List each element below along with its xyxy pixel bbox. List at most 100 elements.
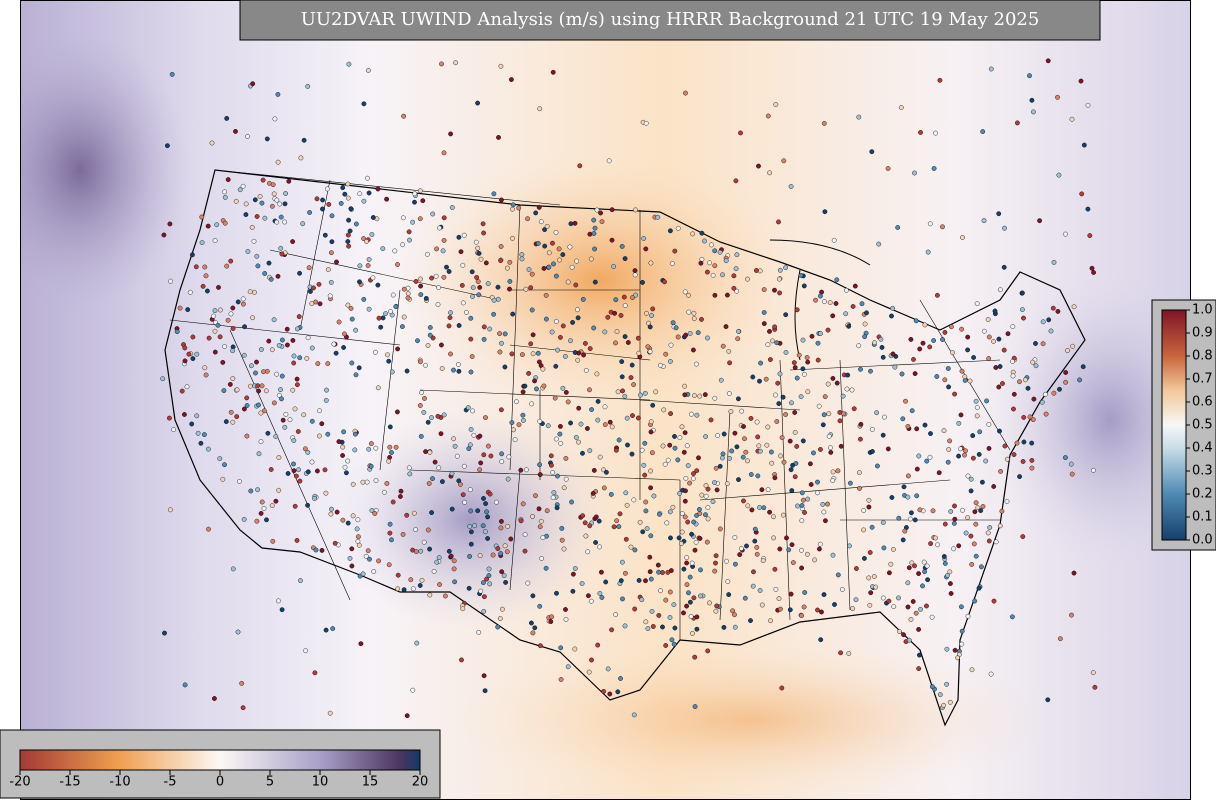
station [869, 524, 875, 530]
station [937, 77, 943, 83]
station [181, 412, 187, 417]
station [250, 315, 256, 321]
station [914, 466, 920, 472]
station [755, 473, 761, 479]
station [292, 503, 298, 509]
station [202, 264, 208, 270]
station [1011, 391, 1017, 397]
station [436, 285, 441, 290]
tick-label: -20 [9, 775, 30, 790]
station [535, 350, 541, 356]
station [605, 314, 611, 320]
station [427, 449, 433, 455]
station [468, 426, 474, 432]
station [660, 443, 666, 449]
station [243, 212, 249, 218]
station [622, 256, 628, 261]
station [220, 359, 226, 365]
station [763, 376, 769, 382]
station [631, 497, 637, 503]
station [776, 401, 782, 406]
station [791, 360, 797, 365]
station [622, 303, 628, 308]
station [703, 483, 709, 488]
station [205, 446, 211, 452]
station [240, 296, 246, 302]
station [560, 385, 566, 391]
station [679, 529, 685, 535]
station [557, 431, 563, 437]
station [309, 418, 315, 424]
station [366, 306, 372, 312]
station [384, 481, 390, 486]
station [336, 439, 342, 444]
station [761, 310, 767, 315]
station [274, 219, 280, 225]
station [683, 332, 689, 338]
station [419, 577, 425, 583]
station [665, 457, 671, 463]
station [861, 507, 866, 513]
station [977, 429, 983, 435]
station [958, 412, 964, 418]
tick-label: 1.0 [1192, 303, 1213, 318]
station [572, 646, 578, 652]
station [601, 689, 606, 694]
station [385, 352, 390, 358]
station [681, 566, 687, 572]
station [237, 187, 243, 193]
station [271, 400, 277, 406]
station [709, 242, 714, 248]
station [963, 530, 969, 536]
station [922, 422, 928, 428]
station [723, 258, 729, 264]
station [468, 369, 474, 375]
station [694, 614, 700, 620]
station [475, 100, 480, 106]
station [468, 541, 474, 547]
station [751, 569, 756, 575]
station [748, 618, 753, 623]
station [714, 603, 720, 609]
station [1040, 319, 1046, 325]
station [389, 369, 395, 375]
station [478, 256, 484, 262]
station [630, 413, 635, 418]
station [258, 511, 264, 516]
station [567, 244, 573, 250]
station [375, 282, 381, 288]
station [528, 341, 534, 347]
station [467, 554, 472, 559]
station [725, 579, 731, 584]
station [189, 252, 195, 258]
station [313, 547, 319, 553]
station [892, 364, 898, 370]
station [779, 435, 785, 440]
station [304, 355, 310, 361]
station [862, 321, 868, 327]
station [790, 462, 795, 468]
station [917, 652, 922, 658]
station [200, 283, 206, 289]
station [496, 134, 501, 140]
tick-label: -5 [164, 775, 177, 790]
station [417, 359, 423, 365]
station [599, 219, 605, 225]
station [302, 446, 308, 452]
station [259, 383, 265, 389]
station [554, 505, 560, 511]
station [595, 417, 601, 423]
station [615, 389, 621, 395]
station [465, 405, 471, 410]
station [320, 197, 325, 203]
station [986, 334, 992, 340]
station [775, 380, 781, 386]
station [965, 613, 971, 619]
station [880, 595, 886, 601]
station [591, 231, 597, 236]
station [460, 492, 466, 498]
station [826, 433, 832, 439]
station [331, 341, 337, 347]
station [563, 607, 568, 612]
station [841, 411, 846, 417]
